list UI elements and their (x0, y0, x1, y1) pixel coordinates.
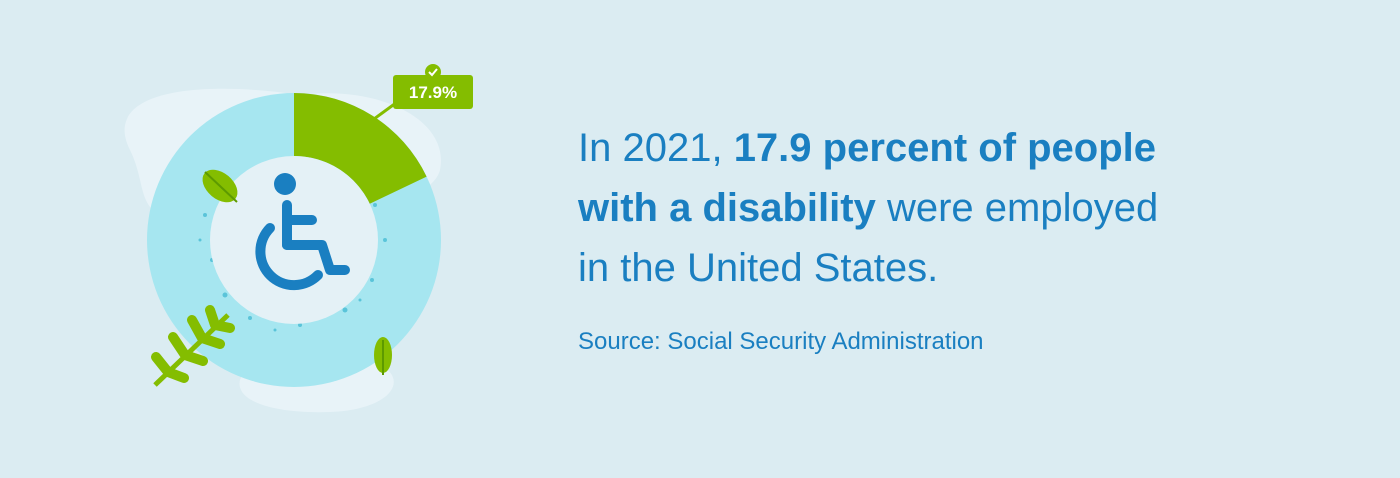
value-label-box (393, 75, 473, 109)
wheelchair-head (274, 173, 296, 195)
headline-emphasis: with a disability (578, 186, 876, 230)
wheelchair-icon (255, 200, 350, 291)
headline-line: in the United States. (578, 238, 1158, 298)
value-label: 17.9% (409, 83, 457, 102)
headline-line: In 2021, 17.9 percent of people (578, 118, 1158, 178)
check-badge (425, 64, 441, 80)
source: Source: Social Security Administration (578, 328, 984, 355)
headline-text: In 2021, (578, 126, 734, 170)
leaves (151, 169, 392, 387)
headline-line: with a disability were employed (578, 178, 1158, 238)
headline: In 2021, 17.9 percent of people with a di… (578, 118, 1158, 298)
donut-segment (294, 93, 427, 204)
headline-text: in the United States. (578, 246, 939, 290)
check-mark (428, 68, 438, 77)
speckles (198, 203, 387, 332)
donut-illustration: 17.9% (124, 64, 473, 413)
headline-emphasis: 17.9 percent of people (733, 126, 1157, 170)
headline-text: were employed (875, 186, 1159, 230)
